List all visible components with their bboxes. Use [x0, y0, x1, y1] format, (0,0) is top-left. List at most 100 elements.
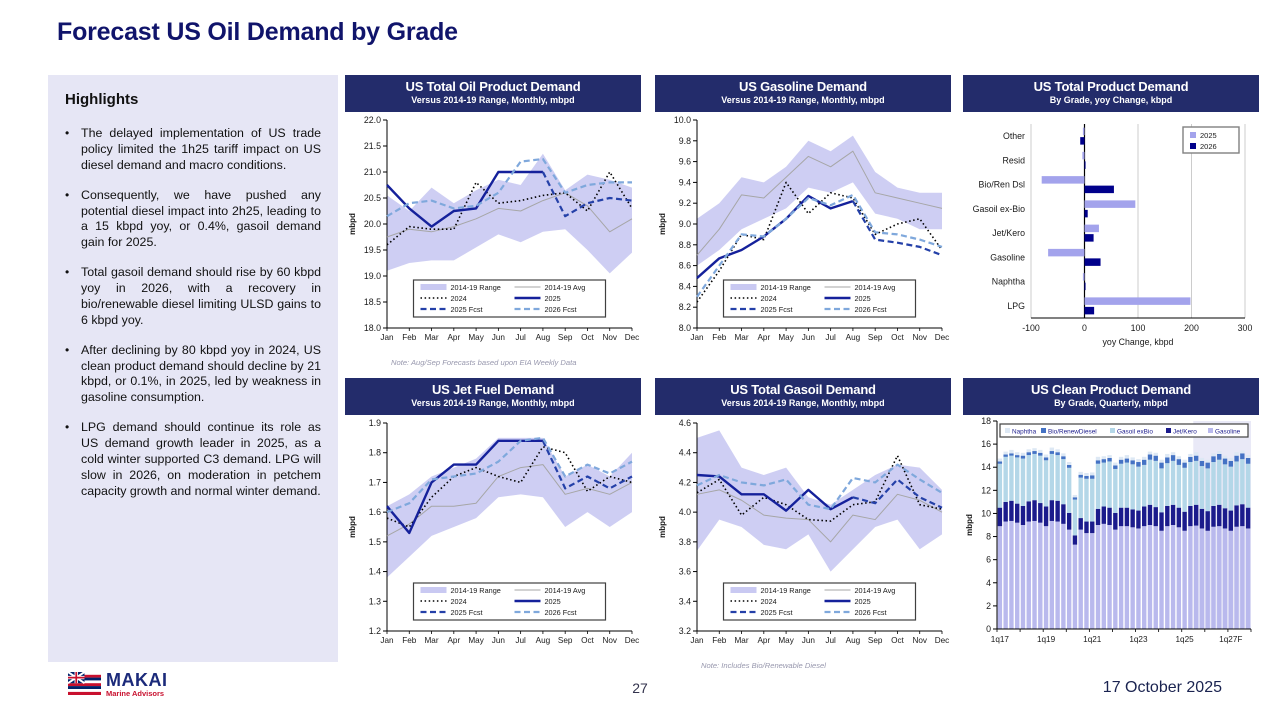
- svg-text:1q27F: 1q27F: [1219, 635, 1242, 644]
- svg-text:9.0: 9.0: [679, 219, 691, 229]
- makai-flag-icon: [68, 672, 101, 695]
- svg-text:8.2: 8.2: [679, 302, 691, 312]
- bullet-icon: •: [65, 126, 70, 140]
- svg-text:Jan: Jan: [690, 636, 704, 645]
- total-oil-demand-plot: 18.0 18.5 19.0 19.5 20.0 20.5 21.0 21.5 22.0 Jan F…: [348, 115, 640, 342]
- svg-text:Dec: Dec: [935, 333, 950, 342]
- svg-text:19.0: 19.0: [364, 271, 381, 281]
- svg-text:2026 Fcst: 2026 Fcst: [545, 608, 577, 617]
- svg-text:Bio/Ren Dsl: Bio/Ren Dsl: [979, 180, 1025, 190]
- chart-subtitle: By Grade, yoy Change, kbpd: [1049, 95, 1173, 105]
- highlight-text: The delayed implementation of US trade p…: [81, 126, 321, 172]
- svg-text:mbpd: mbpd: [658, 213, 667, 235]
- svg-text:9.2: 9.2: [679, 198, 691, 208]
- svg-text:May: May: [778, 636, 794, 645]
- total-product-demand-plot: -100 0 100 200 300 Other Resid Bio/Ren Dsl Gasoi…: [973, 124, 1252, 347]
- svg-text:1.2: 1.2: [369, 626, 381, 636]
- svg-text:May: May: [778, 333, 794, 342]
- svg-text:2024: 2024: [451, 294, 467, 303]
- svg-text:2024: 2024: [761, 294, 777, 303]
- chart-note: Note: Includes Bio/Renewable Diesel: [701, 661, 826, 670]
- svg-text:1.7: 1.7: [369, 477, 381, 487]
- svg-text:Gasoil exBio: Gasoil exBio: [1117, 429, 1153, 436]
- svg-text:22.0: 22.0: [364, 115, 381, 125]
- svg-text:Gasoil ex-Bio: Gasoil ex-Bio: [973, 204, 1025, 214]
- svg-text:1q19: 1q19: [1037, 635, 1056, 644]
- svg-text:Nov: Nov: [602, 636, 617, 645]
- chart-card-total-oil-demand: US Total Oil Product Demand Versus 2014-…: [345, 75, 641, 373]
- bullet-icon: •: [65, 342, 70, 357]
- highlight-bullet: • Consequently, we have pushed any potent…: [65, 188, 321, 252]
- logo-text: MAKAI Marine Advisors: [106, 671, 168, 699]
- svg-text:Oct: Oct: [891, 636, 904, 645]
- bullet-icon: •: [65, 187, 70, 202]
- svg-text:Jun: Jun: [802, 333, 816, 342]
- chart-header: US Gasoline Demand Versus 2014-19 Range,…: [655, 75, 951, 112]
- svg-text:mbpd: mbpd: [348, 516, 357, 538]
- svg-text:6: 6: [986, 555, 991, 565]
- svg-text:2024: 2024: [451, 597, 467, 606]
- svg-text:1q17: 1q17: [991, 635, 1010, 644]
- svg-text:20.0: 20.0: [364, 219, 381, 229]
- svg-text:Nov: Nov: [912, 333, 927, 342]
- svg-text:2014-19 Avg: 2014-19 Avg: [855, 283, 896, 292]
- svg-text:2025: 2025: [855, 294, 871, 303]
- svg-text:9.8: 9.8: [679, 136, 691, 146]
- svg-text:Jul: Jul: [825, 636, 836, 645]
- svg-text:8.0: 8.0: [679, 323, 691, 333]
- svg-text:Jul: Jul: [515, 333, 526, 342]
- svg-text:1.6: 1.6: [369, 507, 381, 517]
- svg-text:10.0: 10.0: [674, 115, 691, 125]
- svg-text:2025: 2025: [855, 597, 871, 606]
- svg-text:mbpd: mbpd: [658, 516, 667, 538]
- slide-date: 17 October 2025: [1102, 679, 1222, 696]
- chart-subtitle: Versus 2014-19 Range, Monthly, mbpd: [721, 398, 885, 408]
- clean-product-demand-plot: 0 2 4 6 8 10 12 14 16 18 1q17 1q19 1q21 1q23 1q25 1q27F…: [965, 416, 1252, 644]
- svg-text:Aug: Aug: [536, 636, 551, 645]
- svg-text:Aug: Aug: [846, 636, 861, 645]
- svg-text:Nov: Nov: [602, 333, 617, 342]
- highlight-bullet: • Total gasoil demand should rise by 60 k…: [65, 265, 321, 329]
- logo-subtitle: Marine Advisors: [106, 689, 165, 699]
- svg-text:Mar: Mar: [734, 333, 748, 342]
- chart-title: US Total Product Demand: [1033, 79, 1189, 94]
- svg-text:Oct: Oct: [581, 636, 594, 645]
- chart-note: Note: Aug/Sep Forecasts based upon EIA W…: [391, 358, 577, 367]
- svg-text:3.8: 3.8: [679, 537, 691, 547]
- makai-logo: MAKAI Marine Advisors: [68, 671, 168, 699]
- chart-header: US Total Gasoil Demand Versus 2014-19 Ra…: [655, 378, 951, 415]
- svg-text:Dec: Dec: [625, 636, 640, 645]
- chart-title: US Total Oil Product Demand: [405, 79, 581, 94]
- svg-text:Feb: Feb: [402, 636, 417, 645]
- chart-header: US Total Product Demand By Grade, yoy Ch…: [963, 75, 1259, 112]
- highlight-text: Consequently, we have pushed any potenti…: [81, 187, 321, 250]
- chart-header: US Jet Fuel Demand Versus 2014-19 Range,…: [345, 378, 641, 415]
- svg-text:Oct: Oct: [581, 333, 594, 342]
- bullet-icon: •: [65, 420, 70, 435]
- svg-text:4.6: 4.6: [679, 418, 691, 428]
- svg-text:2025 Fcst: 2025 Fcst: [761, 305, 793, 314]
- svg-text:4.2: 4.2: [679, 477, 691, 487]
- svg-text:yoy Change, kbpd: yoy Change, kbpd: [1103, 337, 1174, 347]
- svg-text:Jan: Jan: [380, 333, 394, 342]
- svg-text:0: 0: [1082, 323, 1087, 333]
- svg-text:2025: 2025: [1200, 131, 1217, 140]
- svg-text:Jet/Kero: Jet/Kero: [992, 228, 1025, 238]
- chart-card-gasoil-demand: US Total Gasoil Demand Versus 2014-19 Ra…: [655, 378, 951, 676]
- svg-text:18: 18: [981, 416, 991, 426]
- chart-subtitle: Versus 2014-19 Range, Monthly, mbpd: [411, 398, 575, 408]
- svg-text:2025: 2025: [545, 294, 561, 303]
- svg-text:Jun: Jun: [492, 636, 506, 645]
- svg-text:Naphtha: Naphtha: [1012, 429, 1037, 436]
- svg-text:2014-19 Range: 2014-19 Range: [451, 283, 501, 292]
- svg-text:Sep: Sep: [558, 636, 573, 645]
- svg-text:Dec: Dec: [625, 333, 640, 342]
- svg-text:Mar: Mar: [734, 636, 748, 645]
- svg-text:1.4: 1.4: [369, 567, 381, 577]
- svg-text:Naphtha: Naphtha: [992, 277, 1025, 287]
- svg-text:2014-19 Avg: 2014-19 Avg: [545, 586, 586, 595]
- svg-text:2026: 2026: [1200, 142, 1217, 151]
- svg-text:May: May: [468, 333, 484, 342]
- svg-text:Jan: Jan: [380, 636, 394, 645]
- svg-text:0: 0: [986, 624, 991, 634]
